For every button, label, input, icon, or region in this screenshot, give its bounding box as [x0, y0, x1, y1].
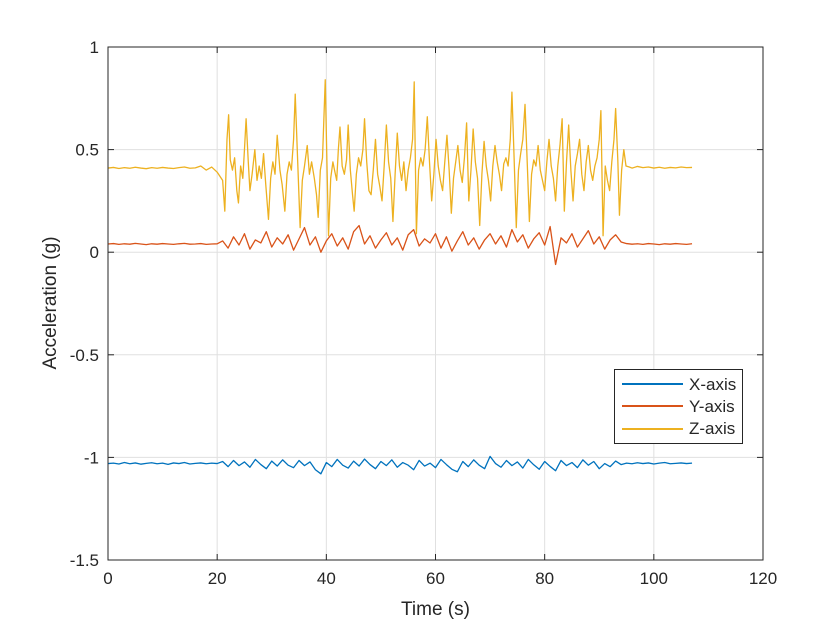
x-tick-label: 80: [535, 569, 554, 588]
x-tick-label: 20: [208, 569, 227, 588]
y-tick-label: -1: [84, 448, 99, 467]
legend: X-axis Y-axis Z-axis: [614, 369, 743, 444]
x-tick-label: 0: [103, 569, 112, 588]
x-tick-label: 40: [317, 569, 336, 588]
series-line-z-axis: [107, 79, 693, 237]
legend-item-y-axis: Y-axis: [615, 398, 742, 415]
legend-item-x-axis: X-axis: [615, 376, 742, 393]
legend-line-swatch: [622, 383, 683, 386]
legend-label: X-axis: [689, 374, 737, 394]
x-tick-label: 100: [640, 569, 668, 588]
legend-item-z-axis: Z-axis: [615, 420, 742, 437]
y-tick-label: 1: [90, 38, 99, 57]
series-line-x-axis: [107, 455, 693, 475]
y-tick-label: -0.5: [70, 346, 99, 365]
legend-label: Y-axis: [689, 396, 735, 416]
legend-line-swatch: [622, 427, 683, 430]
series-line-y-axis: [107, 224, 693, 266]
legend-line-swatch: [622, 405, 683, 408]
y-tick-label: -1.5: [70, 551, 99, 570]
x-tick-label: 60: [426, 569, 445, 588]
y-tick-label: 0: [90, 243, 99, 262]
x-tick-label: 120: [749, 569, 777, 588]
y-tick-label: 0.5: [75, 141, 99, 160]
y-axis-label: Acceleration (g): [40, 236, 61, 370]
x-axis-label: Time (s): [401, 599, 470, 620]
legend-label: Z-axis: [689, 419, 736, 439]
